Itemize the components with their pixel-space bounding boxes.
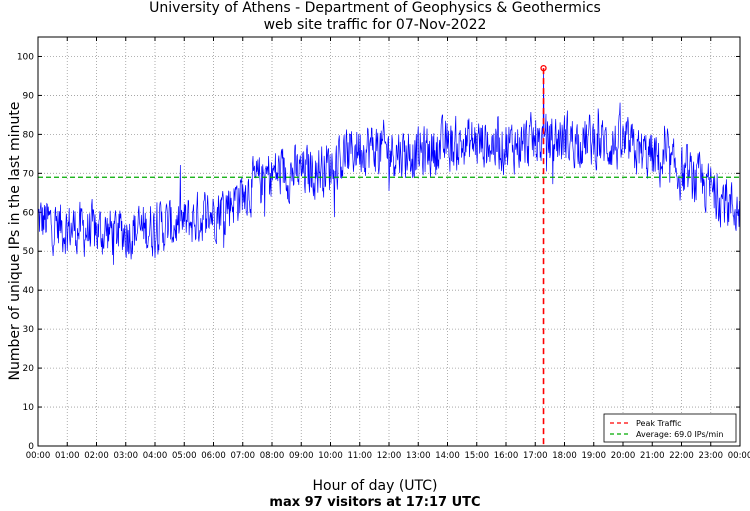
x-tick-label: 09:00	[289, 451, 314, 461]
y-tick-label: 60	[23, 208, 35, 218]
x-tick-label: 19:00	[582, 451, 607, 461]
x-tick-label: 07:00	[231, 451, 256, 461]
x-tick-label: 06:00	[201, 451, 226, 461]
y-tick-label: 70	[23, 169, 35, 179]
legend-average-label: Average: 69.0 IPs/min	[636, 430, 723, 439]
x-tick-label: 23:00	[699, 451, 724, 461]
x-axis-label: Hour of day (UTC)	[312, 478, 438, 494]
y-tick-label: 90	[23, 91, 35, 101]
y-tick-label: 40	[23, 286, 35, 296]
y-tick-label: 10	[23, 403, 35, 413]
y-tick-label: 20	[23, 364, 35, 374]
x-tick-label: 11:00	[348, 451, 373, 461]
x-tick-label: 00:00	[26, 451, 51, 461]
x-tick-label: 01:00	[55, 451, 80, 461]
axes-frame	[37, 36, 741, 447]
y-tick-label: 30	[23, 325, 35, 335]
legend-box	[603, 413, 737, 443]
traffic-series-line	[37, 68, 740, 265]
x-tick-label: 14:00	[435, 451, 460, 461]
x-tick-label: 02:00	[84, 451, 109, 461]
x-tick-label: 20:00	[611, 451, 636, 461]
x-tick-label: 16:00	[494, 451, 519, 461]
chart-caption: max 97 visitors at 17:17 UTC	[269, 495, 481, 510]
x-tick-label: 10:00	[318, 451, 343, 461]
legend-peak-label: Peak Traffic	[636, 419, 682, 428]
peak-marker	[540, 65, 547, 72]
x-tick-label: 22:00	[669, 451, 694, 461]
x-tick-label: 03:00	[114, 451, 139, 461]
x-tick-label: 15:00	[465, 451, 490, 461]
y-tick-label: 50	[23, 247, 35, 257]
y-tick-label: 0	[28, 442, 34, 452]
x-tick-label: 08:00	[260, 451, 285, 461]
x-tick-label: 00:00	[728, 451, 750, 461]
x-tick-label: 21:00	[640, 451, 665, 461]
x-tick-label: 04:00	[143, 451, 168, 461]
x-tick-label: 12:00	[377, 451, 402, 461]
x-tick-label: 05:00	[172, 451, 197, 461]
chart-subtitle: web site traffic for 07-Nov-2022	[263, 17, 487, 33]
x-tick-label: 18:00	[552, 451, 577, 461]
x-tick-label: 17:00	[523, 451, 548, 461]
x-tick-label: 13:00	[406, 451, 431, 461]
chart-title: University of Athens - Department of Geo…	[149, 0, 601, 16]
y-tick-label: 100	[17, 52, 34, 62]
y-tick-label: 80	[23, 130, 35, 140]
